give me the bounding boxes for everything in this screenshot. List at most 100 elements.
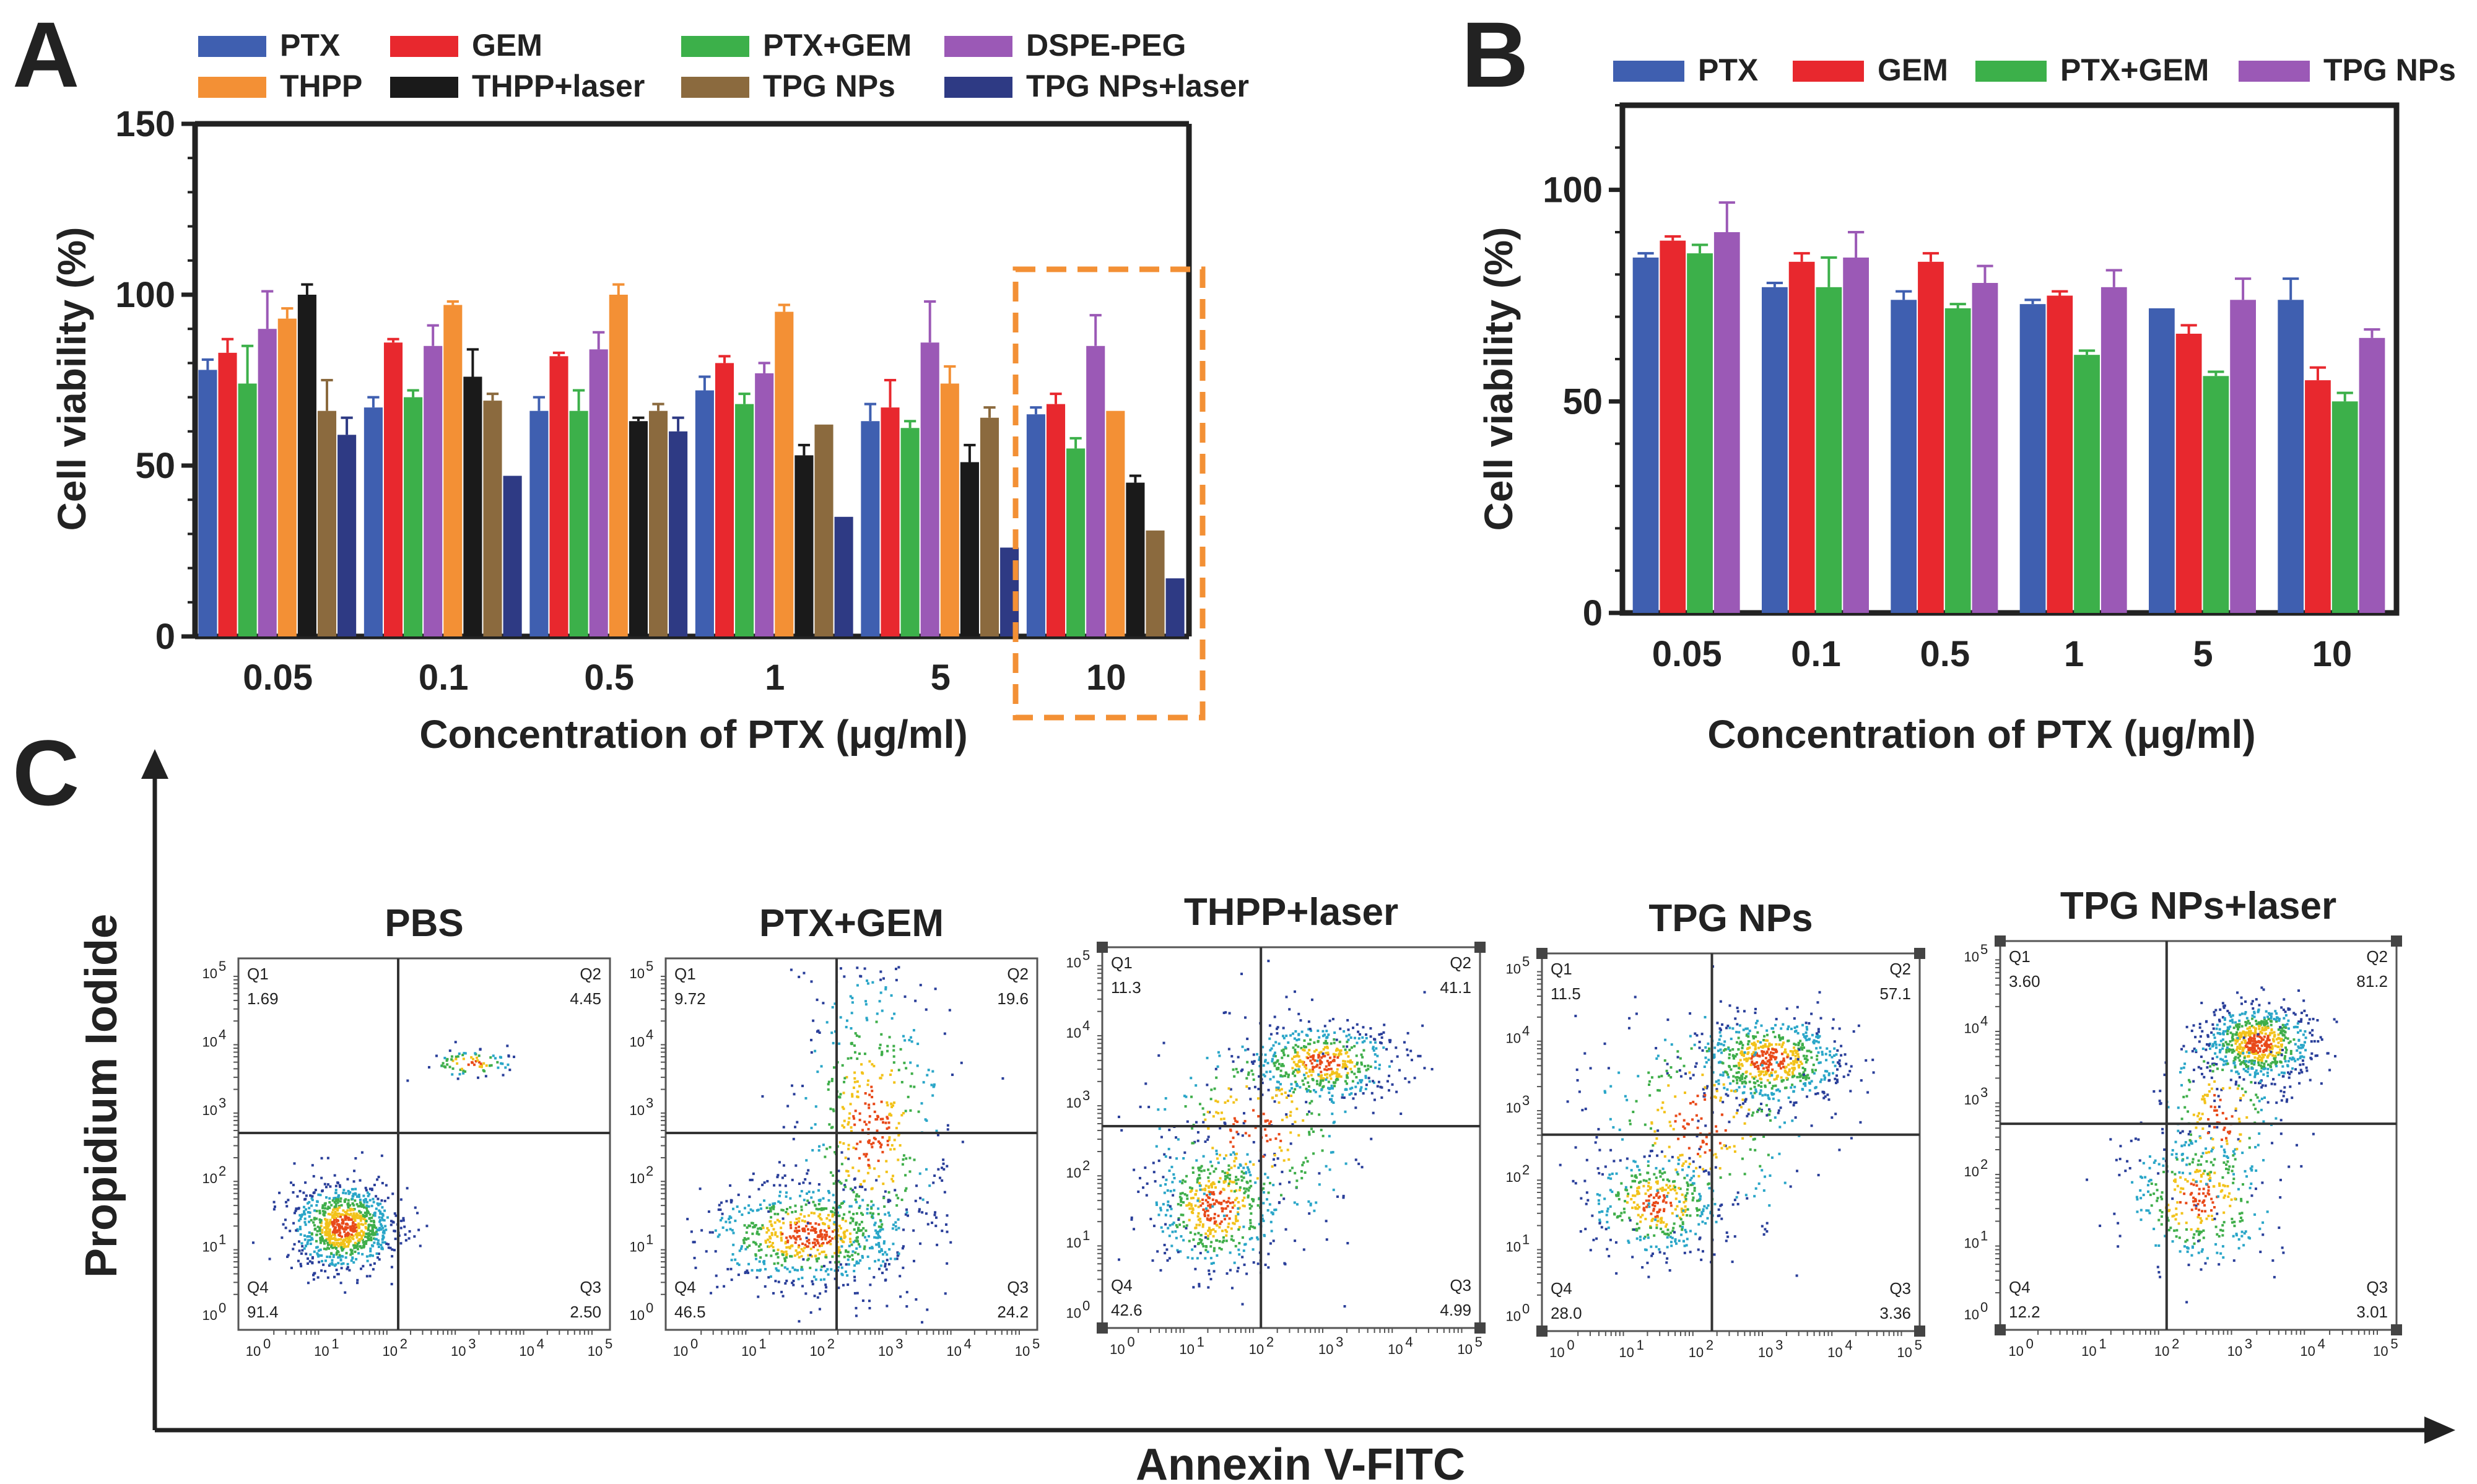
flow-event (1156, 1250, 1159, 1253)
x-decade-exponent: 1 (331, 1336, 339, 1352)
flow-event (796, 1269, 799, 1272)
flow-event (946, 1124, 949, 1127)
flow-event (1191, 1127, 1194, 1130)
flow-event (894, 1189, 897, 1192)
flow-event (1169, 1205, 1172, 1208)
flow-event (348, 1269, 351, 1272)
flow-event (1192, 1142, 1195, 1145)
flow-event (354, 1156, 357, 1160)
flow-event (1632, 1179, 1635, 1182)
flow-event (1655, 1223, 1658, 1226)
flow-event (1283, 1074, 1286, 1077)
flow-event (805, 1236, 808, 1239)
flow-event (759, 1204, 762, 1207)
flow-event (1206, 1056, 1209, 1059)
flow-event (1760, 1070, 1763, 1074)
flow-event (881, 1074, 884, 1077)
flow-event (878, 1000, 881, 1003)
flow-event (1632, 1201, 1635, 1204)
flow-event (1372, 1046, 1375, 1049)
flow-event (1328, 1168, 1331, 1171)
flow-event (311, 1261, 314, 1264)
legend-swatch (944, 77, 1012, 98)
flow-event (812, 1227, 816, 1230)
flow-event (1232, 1239, 1235, 1242)
flow-event (1760, 1045, 1763, 1048)
flow-event (1692, 1182, 1696, 1185)
flow-event (387, 1243, 390, 1246)
flow-event (1273, 1062, 1276, 1065)
flow-event (815, 1207, 818, 1210)
flow-event (1349, 1061, 1352, 1064)
flow-event (1346, 1040, 1349, 1043)
flow-event (793, 1254, 796, 1257)
flow-event (1671, 1180, 1674, 1183)
x-tick-label: 10 (1086, 657, 1126, 698)
flow-event (359, 1205, 362, 1208)
flow-event (1665, 1225, 1668, 1228)
flow-event (1284, 1046, 1287, 1049)
flow-event (484, 1075, 487, 1078)
flow-event (729, 1200, 733, 1204)
flow-event (364, 1186, 367, 1189)
flow-event (873, 1223, 876, 1226)
flow-event (853, 1044, 856, 1047)
flow-event (946, 1230, 949, 1233)
flow-event (298, 1213, 302, 1217)
flow-event (305, 1252, 308, 1256)
flow-event (786, 1267, 789, 1270)
flow-event (1661, 1186, 1664, 1189)
flow-event (1265, 1070, 1268, 1074)
flow-event (863, 1153, 866, 1156)
flow-event (358, 1226, 361, 1229)
flow-event (1278, 1101, 1281, 1104)
flow-event (809, 1311, 812, 1314)
flow-event (500, 1062, 503, 1065)
flow-event (800, 1208, 803, 1212)
flow-event (808, 1182, 811, 1185)
flow-event (376, 1228, 379, 1231)
flow-event (1772, 1031, 1775, 1034)
flow-event (742, 1241, 746, 1244)
flow-event (302, 1191, 305, 1194)
flow-event (1216, 1224, 1219, 1227)
flow-event (1229, 1210, 1232, 1213)
flow-event (1248, 1238, 1252, 1241)
flow-event (364, 1222, 367, 1225)
flow-event (1617, 1194, 1620, 1197)
flow-event (1282, 1048, 1285, 1051)
flow-event (381, 1248, 384, 1251)
flow-event (776, 1176, 779, 1179)
flow-event (1833, 1054, 1836, 1057)
flow-event (1693, 1189, 1696, 1192)
flow-event (350, 1187, 354, 1191)
flow-event (931, 1070, 934, 1073)
flow-event (820, 1244, 823, 1248)
flow-event (1802, 1033, 1805, 1036)
flow-event (846, 1019, 849, 1022)
flow-event (737, 1193, 740, 1196)
flow-event (1117, 1116, 1120, 1119)
flow-event (1219, 1153, 1222, 1156)
flow-event (800, 1190, 803, 1193)
flow-event (873, 1137, 876, 1140)
flow-event (1242, 1172, 1245, 1175)
flow-event (1344, 1110, 1347, 1113)
flow-event (894, 1225, 897, 1228)
flow-event (1282, 1159, 1286, 1162)
flow-event (1400, 1112, 1403, 1115)
flow-event (1232, 1101, 1235, 1104)
flow-event (816, 1070, 819, 1074)
flow-event (1598, 1172, 1601, 1175)
flow-event (837, 1249, 840, 1252)
flow-event (1346, 1045, 1349, 1048)
flow-event (1719, 1035, 1722, 1038)
y-tick-label: 150 (115, 104, 175, 144)
flow-event (873, 1110, 876, 1113)
flow-event (855, 1200, 858, 1204)
flow-event (840, 1182, 843, 1185)
flow-event (1197, 1197, 1200, 1200)
flow-event (354, 1187, 357, 1191)
flow-event (1689, 1012, 1692, 1015)
flow-event (851, 1001, 854, 1004)
